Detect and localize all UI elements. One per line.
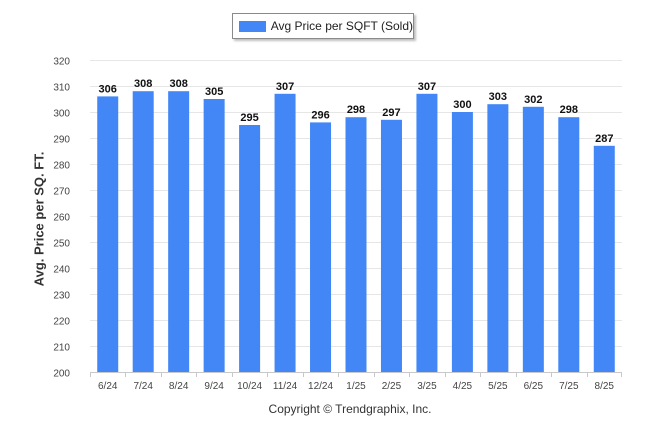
bar[interactable] — [345, 117, 367, 372]
data-label: 300 — [453, 99, 471, 111]
x-tick-label: 7/24 — [133, 381, 153, 392]
x-tick-label: 2/25 — [382, 381, 402, 392]
y-tick-label: 210 — [53, 343, 70, 354]
x-tick-label: 8/25 — [595, 381, 615, 392]
x-tick-label: 4/25 — [453, 381, 473, 392]
bars — [97, 91, 615, 373]
bar[interactable] — [558, 117, 580, 372]
data-label: 297 — [382, 107, 400, 119]
data-label: 305 — [205, 86, 223, 98]
bar[interactable] — [593, 145, 615, 372]
data-label: 306 — [99, 83, 117, 95]
x-tick-label: 7/25 — [559, 381, 579, 392]
bar[interactable] — [203, 99, 225, 372]
bar[interactable] — [239, 125, 261, 372]
data-label: 303 — [489, 91, 507, 103]
data-label: 298 — [347, 104, 365, 116]
y-tick-label: 250 — [53, 239, 70, 250]
data-label: 298 — [560, 104, 578, 116]
x-tick-label: 8/24 — [169, 381, 189, 392]
y-tick-label: 280 — [53, 161, 70, 172]
bar[interactable] — [168, 91, 190, 372]
x-tick-label: 5/25 — [488, 381, 508, 392]
x-tick-label: 6/25 — [524, 381, 544, 392]
y-tick-label: 300 — [53, 109, 70, 120]
bar[interactable] — [132, 91, 154, 372]
bar[interactable] — [380, 119, 402, 372]
data-labels: 306 308 308 305 295 307 296 298 297 307 300 303 302 2… — [99, 78, 614, 145]
copyright-credit: Copyright © Trendgraphix, Inc. — [268, 402, 432, 416]
data-label: 287 — [595, 133, 613, 145]
data-label: 295 — [240, 112, 258, 124]
y-tick-label: 240 — [53, 265, 70, 276]
x-tick-label: 10/24 — [237, 381, 262, 392]
y-tick-labels: 200 210 220 230 240 250 260 270 280 290 300 310 320 — [53, 57, 70, 380]
y-axis-label: Avg. Price per SQ. FT. — [31, 151, 47, 287]
bar[interactable] — [522, 106, 544, 373]
legend-swatch — [239, 20, 266, 32]
y-tick-label: 290 — [53, 135, 70, 146]
bar[interactable] — [451, 112, 473, 372]
data-label: 302 — [524, 94, 542, 106]
data-label: 308 — [134, 78, 152, 90]
x-tick-label: 11/24 — [273, 381, 298, 392]
data-label: 307 — [418, 81, 436, 93]
bar[interactable] — [97, 96, 119, 373]
x-tick-label: 3/25 — [417, 381, 437, 392]
y-tick-label: 260 — [53, 213, 70, 224]
x-tick-label: 6/24 — [98, 381, 118, 392]
y-tick-label: 200 — [53, 369, 70, 380]
y-tick-label: 220 — [53, 317, 70, 328]
x-tick-label: 9/24 — [204, 381, 224, 392]
data-label: 307 — [276, 81, 294, 93]
y-tick-label: 230 — [53, 291, 70, 302]
bar[interactable] — [310, 122, 332, 373]
bar[interactable] — [487, 104, 509, 372]
bar[interactable] — [416, 93, 438, 373]
x-tick-labels: 6/24 7/24 8/24 9/24 10/24 11/24 12/24 1/25 2/25 3… — [90, 372, 622, 392]
data-label: 308 — [169, 78, 187, 90]
data-label: 296 — [311, 109, 329, 121]
y-tick-label: 310 — [53, 83, 70, 94]
y-tick-label: 270 — [53, 187, 70, 198]
y-tick-label: 320 — [53, 57, 70, 68]
x-tick-label: 1/25 — [346, 381, 366, 392]
x-tick-label: 12/24 — [308, 381, 333, 392]
legend[interactable]: Avg Price per SQFT (Sold) — [232, 13, 414, 39]
bar[interactable] — [274, 93, 296, 373]
legend-label: Avg Price per SQFT (Sold) — [270, 19, 413, 33]
